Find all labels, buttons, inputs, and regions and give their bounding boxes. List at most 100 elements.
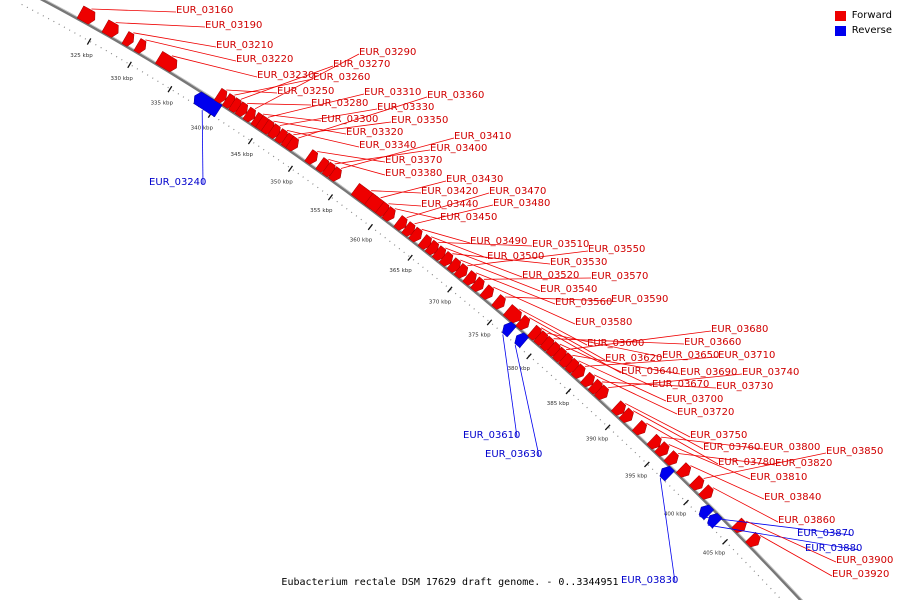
kbp-tick-mark xyxy=(604,424,611,431)
gene-arrow-eur-03580 xyxy=(479,284,495,300)
gene-arrow-eur-03630 xyxy=(514,332,530,349)
map-caption: Eubacterium rectale DSM 17629 draft geno… xyxy=(281,577,619,588)
gene-arrow-eur-03490 xyxy=(408,226,423,243)
gene-arrow-eur-03240 xyxy=(193,91,223,118)
kbp-tick-mark xyxy=(367,223,373,231)
gene-label-eur-03450: EUR_03450 xyxy=(440,212,497,223)
gene-label-eur-03900: EUR_03900 xyxy=(836,555,893,566)
gene-arrow-eur-03360 xyxy=(285,135,299,152)
gene-label-eur-03210: EUR_03210 xyxy=(216,40,273,51)
leader-line xyxy=(553,338,685,345)
gene-label-eur-03550: EUR_03550 xyxy=(588,244,645,255)
gene-label-eur-03160: EUR_03160 xyxy=(176,5,233,16)
gene-label-eur-03720: EUR_03720 xyxy=(677,407,734,418)
gene-label-eur-03290: EUR_03290 xyxy=(359,47,416,58)
gene-label-eur-03250: EUR_03250 xyxy=(277,86,334,97)
leader-line xyxy=(133,32,217,48)
leader-line xyxy=(421,228,471,244)
kbp-tick-label: 395 kbp xyxy=(625,474,648,480)
gene-label-eur-03260: EUR_03260 xyxy=(313,72,370,83)
leader-line xyxy=(505,296,612,302)
gene-arrow-eur-03740 xyxy=(593,384,609,401)
gene-arrow-eur-03590 xyxy=(491,294,506,310)
leader-line xyxy=(660,436,764,450)
gene-label-eur-03710: EUR_03710 xyxy=(718,350,775,361)
gene-features xyxy=(76,5,761,548)
gene-arrow-eur-03710 xyxy=(570,363,586,379)
gene-label-eur-03440: EUR_03440 xyxy=(421,199,478,210)
legend-reverse-label: Reverse xyxy=(851,25,892,36)
kbp-tick-label: 355 kbp xyxy=(310,208,333,214)
leader-line xyxy=(572,354,681,375)
gene-arrow-eur-03870 xyxy=(698,504,715,521)
kbp-tick-label: 325 kbp xyxy=(70,53,93,59)
gene-label-eur-03570: EUR_03570 xyxy=(591,271,648,282)
gene-arrow-eur-03450 xyxy=(381,206,396,222)
kbp-tick-label: 330 kbp xyxy=(110,76,133,82)
gene-arrow-eur-03210 xyxy=(121,31,135,47)
gene-label-eur-03530: EUR_03530 xyxy=(550,257,607,268)
gene-label-eur-03280: EUR_03280 xyxy=(311,98,368,109)
kbp-tick-mark xyxy=(486,319,493,326)
leader-line xyxy=(201,110,204,185)
kbp-tick-mark xyxy=(247,137,253,145)
leader-line xyxy=(380,180,447,199)
leader-line xyxy=(632,410,704,450)
gene-arrow-eur-03160 xyxy=(76,5,96,25)
gene-label-eur-03270: EUR_03270 xyxy=(333,59,390,70)
kbp-tick-mark xyxy=(287,165,294,172)
gene-label-eur-03510: EUR_03510 xyxy=(532,239,589,250)
gene-label-eur-03300: EUR_03300 xyxy=(321,114,378,125)
gene-arrow-eur-03470 xyxy=(393,215,408,231)
gene-arrow-eur-03750 xyxy=(610,400,627,416)
legend: Forward Reverse xyxy=(834,8,892,38)
gene-label-eur-03410: EUR_03410 xyxy=(454,131,511,142)
gene-arrow-eur-03500 xyxy=(417,234,432,250)
gene-label-eur-03820: EUR_03820 xyxy=(775,458,832,469)
kbp-tick-label: 335 kbp xyxy=(151,100,174,106)
gene-arrow-eur-03850 xyxy=(688,475,705,491)
leader-line xyxy=(445,247,523,278)
leader-line xyxy=(279,108,378,126)
gene-label-eur-03400: EUR_03400 xyxy=(430,143,487,154)
kbp-tick-label: 365 kbp xyxy=(389,268,412,274)
leader-line xyxy=(328,159,386,176)
leader-line xyxy=(240,65,334,100)
gene-label-eur-03230: EUR_03230 xyxy=(257,70,314,81)
kbp-tick-label: 400 kbp xyxy=(664,512,687,518)
kbp-tick-label: 405 kbp xyxy=(703,551,726,557)
gene-label-eur-03490: EUR_03490 xyxy=(470,236,527,247)
gene-label-eur-03340: EUR_03340 xyxy=(359,140,416,151)
kbp-tick-mark xyxy=(683,499,689,506)
gene-label-eur-03840: EUR_03840 xyxy=(764,492,821,503)
gene-arrow-eur-03530 xyxy=(438,250,454,267)
leader-line xyxy=(699,516,852,536)
gene-label-eur-03650: EUR_03650 xyxy=(662,350,719,361)
gene-label-eur-03780: EUR_03780 xyxy=(718,457,775,468)
kbp-tick-label: 375 kbp xyxy=(468,332,491,338)
gene-label-eur-03360: EUR_03360 xyxy=(427,90,484,101)
gene-label-eur-03350: EUR_03350 xyxy=(391,115,448,126)
gene-label-eur-03420: EUR_03420 xyxy=(421,186,478,197)
gene-arrow-eur-03230 xyxy=(154,50,178,73)
gene-arrow-eur-03600 xyxy=(502,304,522,324)
gene-label-eur-03670: EUR_03670 xyxy=(652,379,709,390)
leader-line xyxy=(745,520,837,563)
leader-line xyxy=(317,151,386,163)
kbp-tick-label: 380 kbp xyxy=(508,366,531,372)
gene-arrow-eur-03550 xyxy=(453,262,469,279)
gene-arrow-eur-03760 xyxy=(618,407,634,423)
kbp-tick-mark xyxy=(407,254,413,261)
gene-label-eur-03220: EUR_03220 xyxy=(236,54,293,65)
kbp-tick-mark xyxy=(447,286,453,293)
gene-arrow-eur-03720 xyxy=(579,371,595,388)
leader-line xyxy=(298,96,428,139)
gene-label-eur-03190: EUR_03190 xyxy=(205,20,262,31)
leader-line xyxy=(293,121,392,136)
gene-arrow-eur-03250 xyxy=(213,87,228,104)
gene-arrow-eur-03830 xyxy=(659,465,675,482)
gene-label-eur-03370: EUR_03370 xyxy=(385,155,442,166)
legend-reverse: Reverse xyxy=(834,23,892,38)
gene-arrow-eur-03570 xyxy=(470,276,485,293)
